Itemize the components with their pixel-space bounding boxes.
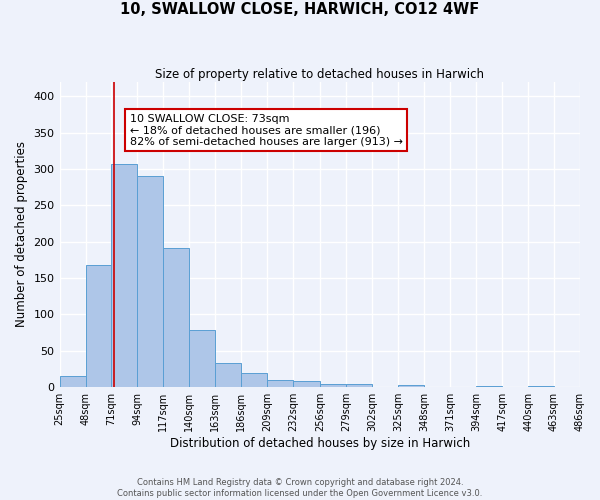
Bar [137,176,163,387]
Y-axis label: Number of detached properties: Number of detached properties [15,142,28,328]
Bar [241,374,267,387]
Bar [86,265,112,387]
Bar [293,380,320,387]
Bar [320,384,346,387]
Bar [528,386,554,387]
Bar [346,384,372,387]
Text: 10, SWALLOW CLOSE, HARWICH, CO12 4WF: 10, SWALLOW CLOSE, HARWICH, CO12 4WF [121,2,479,18]
Title: Size of property relative to detached houses in Harwich: Size of property relative to detached ho… [155,68,484,80]
Text: Contains HM Land Registry data © Crown copyright and database right 2024.
Contai: Contains HM Land Registry data © Crown c… [118,478,482,498]
Bar [476,386,502,387]
Bar [398,385,424,387]
X-axis label: Distribution of detached houses by size in Harwich: Distribution of detached houses by size … [170,437,470,450]
Bar [215,363,241,387]
Bar [112,164,137,387]
Bar [163,248,190,387]
Bar [59,376,86,387]
Bar [190,330,215,387]
Bar [267,380,293,387]
Text: 10 SWALLOW CLOSE: 73sqm
← 18% of detached houses are smaller (196)
82% of semi-d: 10 SWALLOW CLOSE: 73sqm ← 18% of detache… [130,114,403,147]
